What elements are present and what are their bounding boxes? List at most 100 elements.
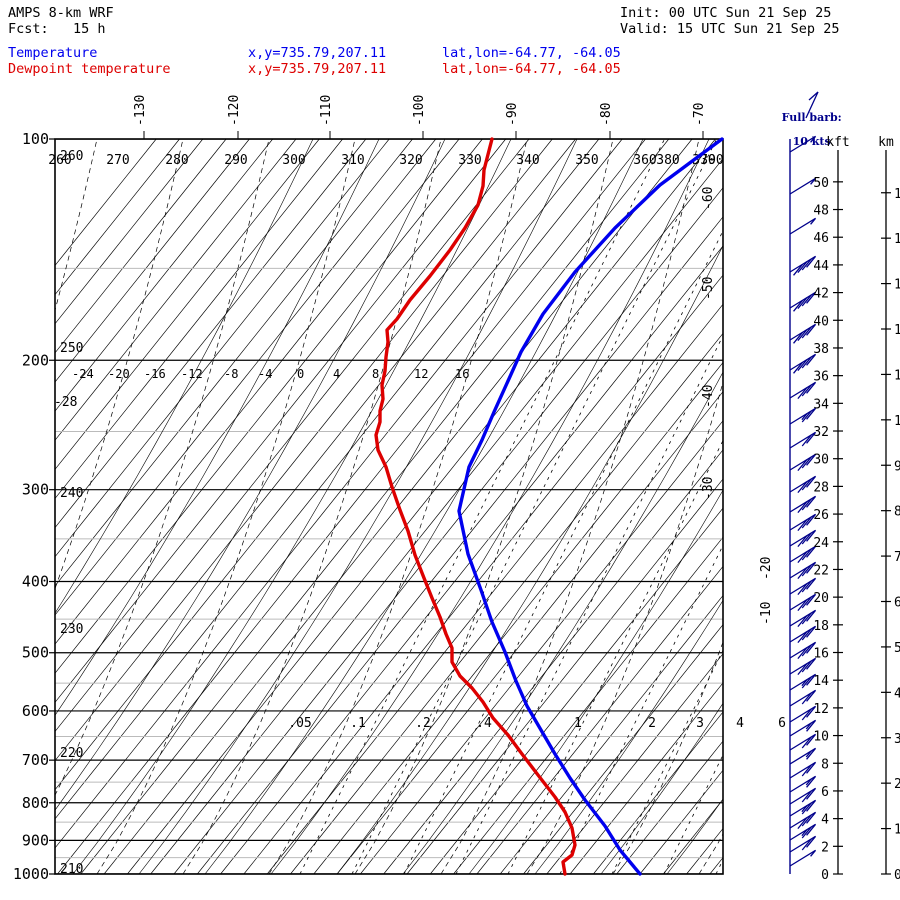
kft-tick-label: 8 bbox=[821, 757, 829, 772]
wind-barb-staff bbox=[789, 381, 816, 399]
wind-barb-full bbox=[806, 719, 817, 732]
kft-tick-label: 14 bbox=[813, 674, 829, 689]
theta-left-label: 210 bbox=[60, 862, 83, 877]
kft-tick-label: 28 bbox=[813, 480, 829, 495]
wind-barb-full bbox=[806, 775, 817, 788]
isotherm-right-label: -30 bbox=[701, 477, 716, 500]
moist-adiabat bbox=[204, 139, 644, 874]
grid-group bbox=[0, 139, 900, 874]
wind-barb-full bbox=[806, 431, 817, 444]
pressure-tick-label: 400 bbox=[22, 573, 49, 591]
mixing-ratio-line bbox=[507, 439, 723, 874]
km-tick-label: 13. bbox=[894, 278, 900, 293]
mixing-ratio-label: 4 bbox=[736, 716, 744, 731]
wind-barb-staff bbox=[789, 529, 816, 547]
wind-barb-staff bbox=[789, 577, 816, 595]
wind-barb-full bbox=[801, 692, 812, 705]
isotherm-line bbox=[476, 565, 723, 874]
wind-barb-full bbox=[801, 498, 812, 511]
dry-adiabat bbox=[0, 139, 11, 874]
kft-tick-label: 30 bbox=[813, 453, 829, 468]
wind-barb-full bbox=[806, 407, 817, 420]
pressure-tick-label: 200 bbox=[22, 351, 49, 369]
isotherm-line bbox=[173, 187, 723, 874]
isotherm-line bbox=[243, 274, 723, 874]
km-tick-label: 8. bbox=[894, 505, 900, 520]
wind-barb-staff bbox=[789, 513, 816, 531]
wind-barb-staff bbox=[789, 775, 816, 793]
moist-adiabat bbox=[55, 139, 314, 614]
pressure-tick-label: 800 bbox=[22, 794, 49, 812]
kft-tick-label: 26 bbox=[813, 508, 829, 523]
dry-adiabat bbox=[182, 139, 442, 874]
wind-barb-full bbox=[801, 456, 812, 469]
wind-barb-full bbox=[801, 628, 812, 641]
wind-barb-staff bbox=[789, 135, 816, 153]
km-axis-header: km bbox=[878, 135, 894, 150]
theta-top-label: 310 bbox=[341, 153, 364, 168]
mixing-ratio-line bbox=[455, 334, 723, 874]
wind-barb-full bbox=[797, 535, 808, 548]
theta-left-label: 220 bbox=[60, 746, 83, 761]
wind-barb-full bbox=[797, 583, 808, 596]
wind-barb-full bbox=[801, 802, 812, 815]
theta-top-label: 270 bbox=[106, 153, 129, 168]
isotherm-line bbox=[616, 740, 723, 874]
wind-barb-staff bbox=[789, 625, 816, 643]
wetbulb-label: -4 bbox=[258, 367, 272, 381]
wind-barb-full bbox=[793, 361, 804, 374]
theta-top-label: 260 bbox=[48, 153, 71, 168]
wind-barb-staff bbox=[789, 719, 816, 737]
wind-barb-full bbox=[806, 323, 817, 336]
mixing-ratio-line bbox=[820, 139, 900, 874]
kft-tick-label: 38 bbox=[813, 342, 829, 357]
wind-barb-full bbox=[801, 676, 812, 689]
wind-barb-half bbox=[810, 135, 817, 143]
wind-barb-full bbox=[806, 561, 817, 574]
wind-barb-full bbox=[801, 258, 812, 271]
km-tick-label: 0. bbox=[894, 868, 900, 883]
wind-barb-full bbox=[806, 495, 817, 508]
mixing-ratio-line bbox=[611, 649, 723, 874]
wind-barb-staff bbox=[789, 811, 816, 829]
kft-tick-label: 46 bbox=[813, 231, 829, 246]
dewpoint-xy: x,y=735.79,207.11 bbox=[248, 61, 387, 77]
theta-top-label: 300 bbox=[282, 153, 305, 168]
isotherm-line bbox=[220, 245, 723, 874]
wind-barb-full bbox=[801, 478, 812, 491]
wind-barb-staff bbox=[789, 609, 816, 627]
wetbulb-label: -12 bbox=[181, 367, 203, 381]
isotherm-line bbox=[55, 139, 600, 820]
wind-barb-full bbox=[801, 764, 812, 777]
wind-barb-staff bbox=[789, 593, 816, 611]
pressure-tick-label: 100 bbox=[22, 130, 49, 148]
wind-barb-staff bbox=[789, 545, 816, 563]
km-tick-label: 6. bbox=[894, 596, 900, 611]
mixing-ratio-label: 3 bbox=[696, 716, 704, 731]
isotherm-right-label: -60 bbox=[701, 187, 716, 210]
wind-barb-full bbox=[806, 577, 817, 590]
isotherm-line bbox=[55, 139, 297, 441]
temperature-xy: x,y=735.79,207.11 bbox=[248, 45, 387, 61]
isotherm-line bbox=[55, 139, 506, 703]
isotherm-left-label: -28 bbox=[54, 395, 77, 410]
wind-barb-full bbox=[797, 663, 808, 676]
wind-barb-full bbox=[806, 673, 817, 686]
isotherm-top-label: -120 bbox=[227, 95, 242, 126]
isotherm-line bbox=[733, 139, 900, 874]
kft-tick-label: 16 bbox=[813, 647, 829, 662]
kft-axis-header: kft bbox=[826, 135, 849, 150]
wind-barb-half bbox=[805, 722, 812, 730]
wind-barb-full bbox=[806, 761, 817, 774]
wind-barb-full bbox=[801, 580, 812, 593]
wind-barb-full bbox=[797, 481, 808, 494]
wind-barb-full bbox=[806, 353, 817, 366]
kft-tick-label: 32 bbox=[813, 425, 829, 440]
wind-barb-full bbox=[797, 501, 808, 514]
wetbulb-label: -8 bbox=[224, 367, 238, 381]
wind-barb-full bbox=[806, 529, 817, 542]
wind-barb-full bbox=[806, 475, 817, 488]
wind-barb-full bbox=[797, 359, 808, 372]
wind-barb-full bbox=[797, 329, 808, 342]
